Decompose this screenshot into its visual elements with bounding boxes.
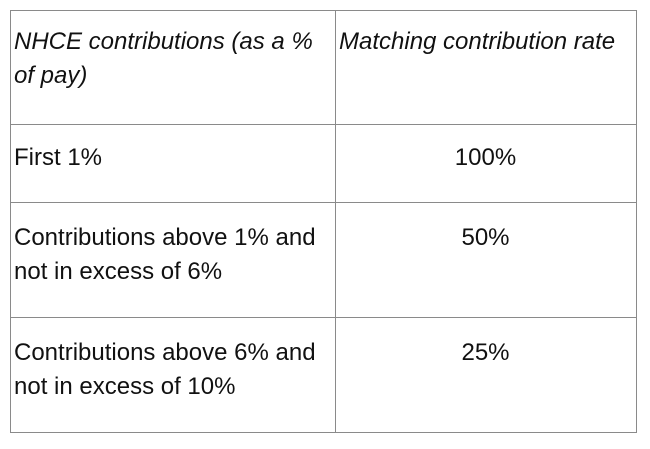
table-row: First 1% 100% xyxy=(10,124,637,203)
contribution-cell: Contributions above 1% and not in excess… xyxy=(10,202,336,318)
rate-cell: 50% xyxy=(335,202,637,318)
rate-cell: 25% xyxy=(335,317,637,433)
header-matching-rate: Matching contribution rate xyxy=(335,10,637,125)
matching-contribution-table: NHCE contributions (as a % of pay) Match… xyxy=(10,10,637,433)
contribution-cell: First 1% xyxy=(10,124,336,203)
table-row: Contributions above 6% and not in excess… xyxy=(10,317,637,433)
table-row: Contributions above 1% and not in excess… xyxy=(10,202,637,318)
header-nhce-contributions: NHCE contributions (as a % of pay) xyxy=(10,10,336,125)
contribution-cell: Contributions above 6% and not in excess… xyxy=(10,317,336,433)
table-header-row: NHCE contributions (as a % of pay) Match… xyxy=(10,10,637,125)
rate-cell: 100% xyxy=(335,124,637,203)
